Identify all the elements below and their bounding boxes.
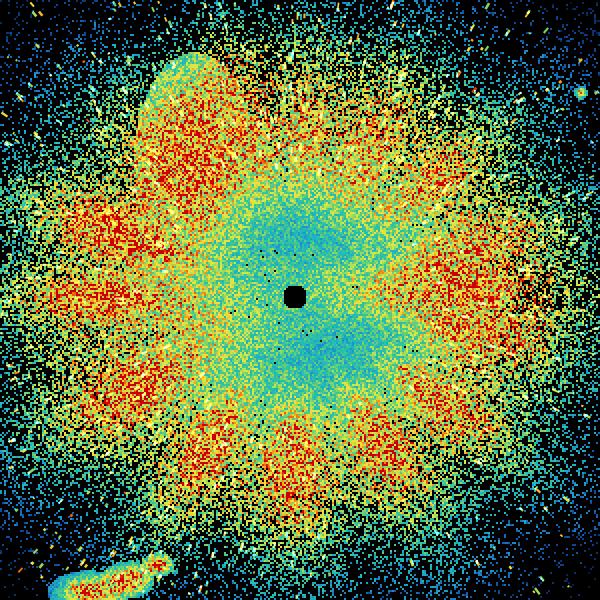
- density-heatmap-plot: [0, 0, 600, 600]
- visualization-canvas: [0, 0, 600, 600]
